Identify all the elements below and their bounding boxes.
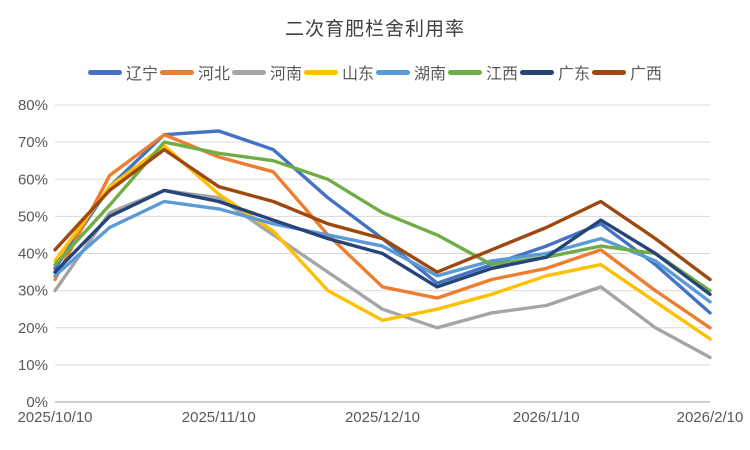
y-axis-tick-label: 50%: [18, 208, 48, 225]
series-line-山东: [53, 144, 712, 341]
y-axis-tick-label: 30%: [18, 283, 48, 300]
y-axis-tick-label: 0%: [26, 394, 48, 411]
x-axis-tick-label: 2025/11/10: [182, 409, 256, 426]
y-axis-tick-label: 80%: [18, 97, 48, 114]
legend-item-河北: 河北: [159, 60, 230, 84]
legend-label: 湖南: [414, 66, 447, 83]
series-line-河北: [53, 132, 712, 330]
legend-item-江西: 江西: [448, 60, 518, 84]
legend-swatch-辽宁: [87, 69, 122, 75]
legend-label: 辽宁: [125, 66, 158, 83]
x-axis-tick-label: 2026/1/10: [513, 409, 580, 426]
y-axis-tick-label: 60%: [18, 171, 48, 188]
series-line-江西: [53, 140, 712, 293]
legend-label: 河南: [269, 66, 302, 83]
legend-swatch-河南: [231, 69, 266, 75]
y-axis-tick-label: 10%: [18, 357, 48, 374]
y-axis-tick-label: 40%: [18, 246, 48, 263]
legend-label: 广西: [630, 66, 663, 83]
y-axis-tick-label: 70%: [18, 134, 48, 151]
legend-item-辽宁: 辽宁: [87, 60, 158, 84]
y-axis-tick-label: 20%: [18, 320, 48, 337]
legend-swatch-广西: [592, 69, 627, 75]
legend-swatch-山东: [303, 69, 338, 75]
legend-item-湖南: 湖南: [376, 60, 446, 84]
legend-item-广东: 广东: [520, 60, 590, 84]
legend-item-河南: 河南: [231, 60, 302, 84]
series-line-广西: [53, 147, 712, 282]
legend-swatch-广东: [520, 69, 555, 75]
series-line-湖南: [53, 199, 712, 304]
x-axis-tick-label: 2025/10/10: [17, 409, 92, 426]
legend-swatch-江西: [448, 69, 483, 75]
chart-title: 二次育肥栏舍利用率: [284, 19, 465, 40]
legend-label: 山东: [341, 66, 374, 83]
series-line-广东: [53, 188, 712, 296]
x-axis-tick-label: 2025/12/10: [345, 409, 420, 426]
legend-item-山东: 山东: [303, 60, 374, 84]
legend-label: 广东: [558, 66, 591, 83]
legend-label: 河北: [197, 66, 230, 83]
legend-swatch-河北: [159, 69, 194, 75]
x-axis-tick-label: 2026/2/10: [677, 409, 744, 426]
legend-swatch-湖南: [376, 69, 410, 75]
chart-legend: 辽宁 河北 河南 山东 湖南 江西 广东 广西: [0, 60, 750, 84]
legend-label: 江西: [486, 66, 519, 83]
legend-item-广西: 广西: [592, 60, 662, 84]
